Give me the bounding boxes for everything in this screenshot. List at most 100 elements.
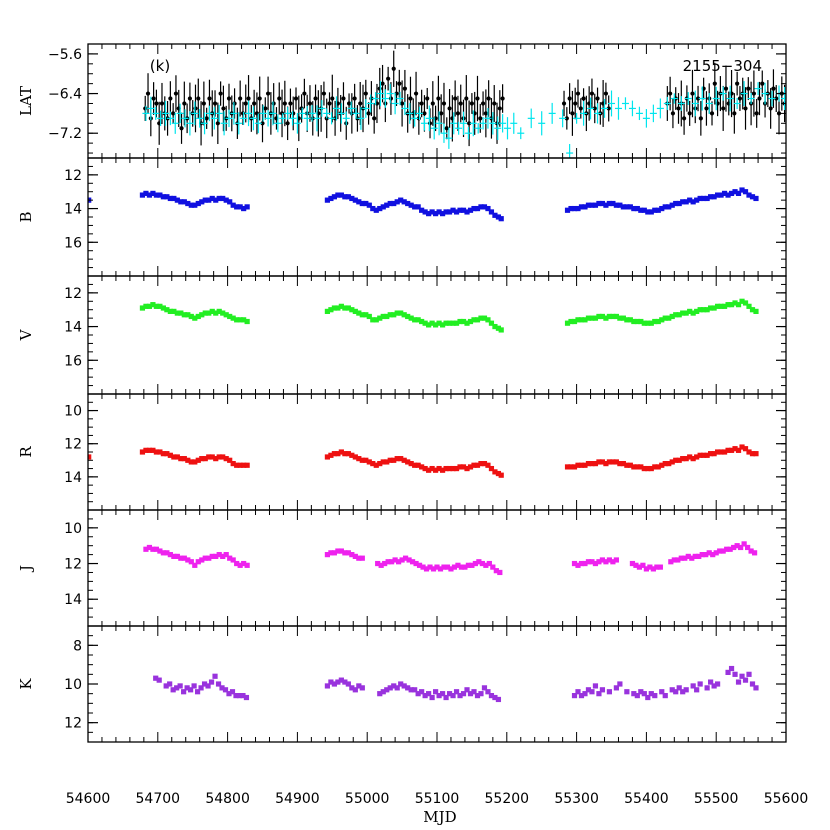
data-point	[469, 101, 474, 106]
data-point	[199, 557, 205, 563]
chart-panels: −5.6 −6.4 −7.2 LAT 12 14 16 B 12 14 16 V 10 12 14 R 10 12…	[17, 43, 787, 743]
data-point	[380, 313, 386, 320]
data-point	[478, 204, 484, 210]
data-point	[460, 691, 467, 697]
data-point	[150, 546, 156, 552]
data-point	[171, 111, 176, 116]
panel-label: (k)	[150, 57, 170, 75]
data-point	[450, 693, 456, 699]
data-point	[419, 318, 425, 325]
x-tick-label: 54800	[205, 791, 250, 807]
data-point	[151, 96, 156, 101]
data-point	[243, 694, 250, 701]
data-point	[620, 315, 626, 321]
panel-ticks: −5.6 −6.4 −7.2	[48, 44, 787, 158]
data-point	[209, 308, 215, 314]
data-point	[178, 199, 184, 205]
data-point	[234, 317, 240, 323]
data-point	[732, 111, 737, 116]
data-point	[386, 76, 391, 81]
data-point	[237, 317, 243, 323]
x-tick-label: 55400	[624, 791, 669, 807]
series-r-0	[88, 444, 759, 478]
panel-b: 12 14 16 B	[17, 157, 787, 277]
data-point	[401, 683, 407, 689]
data-point	[718, 449, 724, 455]
data-point	[634, 318, 640, 325]
data-point	[457, 464, 463, 470]
panel-frame	[87, 393, 787, 511]
data-point	[291, 111, 296, 116]
data-point	[174, 685, 180, 691]
data-point	[728, 665, 735, 672]
data-point	[471, 462, 477, 468]
data-point	[213, 553, 219, 559]
x-tick-label: 55600	[764, 791, 809, 807]
data-point	[711, 683, 717, 689]
data-point	[694, 197, 700, 203]
data-point	[352, 96, 357, 101]
data-point	[676, 312, 682, 318]
data-point	[241, 317, 247, 323]
data-point	[372, 116, 377, 121]
data-point	[401, 312, 407, 318]
data-point	[436, 693, 442, 699]
data-point	[192, 562, 198, 568]
data-point	[453, 689, 460, 695]
data-point	[363, 312, 369, 318]
data-point	[352, 553, 358, 559]
data-point	[669, 202, 675, 208]
data-point	[220, 310, 226, 316]
panel-k: 8 10 12 K	[17, 625, 787, 743]
data-point	[474, 462, 481, 468]
data-point	[380, 204, 386, 210]
data-point	[401, 457, 407, 463]
data-point	[328, 307, 334, 313]
data-point	[589, 559, 595, 565]
source-name: 2155−304	[683, 57, 762, 75]
data-point	[238, 96, 243, 101]
data-point	[181, 456, 187, 462]
data-point	[192, 202, 198, 208]
data-point	[728, 447, 735, 453]
data-point	[366, 459, 372, 465]
data-point	[293, 96, 299, 101]
data-point	[412, 204, 418, 210]
data-point	[721, 303, 728, 309]
data-point	[673, 689, 679, 695]
data-point	[697, 452, 703, 458]
data-point	[613, 685, 619, 691]
data-point	[352, 687, 358, 693]
data-point	[240, 693, 246, 699]
data-point	[732, 446, 738, 452]
data-point	[171, 553, 177, 559]
data-point	[737, 96, 743, 101]
data-point	[385, 559, 391, 565]
data-point	[174, 310, 180, 316]
y-tick-label: 16	[64, 235, 82, 251]
data-point	[394, 456, 400, 462]
data-point	[643, 566, 649, 572]
data-point	[478, 116, 483, 121]
data-point	[683, 687, 689, 693]
data-point	[349, 195, 355, 202]
data-point	[458, 101, 463, 106]
data-point	[345, 305, 351, 311]
data-point	[394, 199, 400, 205]
data-point	[704, 452, 710, 458]
data-point	[627, 317, 633, 323]
data-point	[392, 557, 398, 563]
data-point	[669, 313, 675, 320]
data-point	[321, 91, 327, 96]
data-point	[739, 187, 745, 193]
data-point	[401, 199, 407, 205]
data-point	[201, 681, 208, 687]
data-point	[227, 555, 233, 561]
series-k-0	[153, 665, 759, 703]
data-point	[199, 199, 205, 205]
data-point	[199, 312, 205, 318]
data-point	[495, 325, 502, 331]
data-point	[659, 689, 665, 695]
data-point	[575, 462, 581, 468]
data-point	[160, 550, 166, 556]
